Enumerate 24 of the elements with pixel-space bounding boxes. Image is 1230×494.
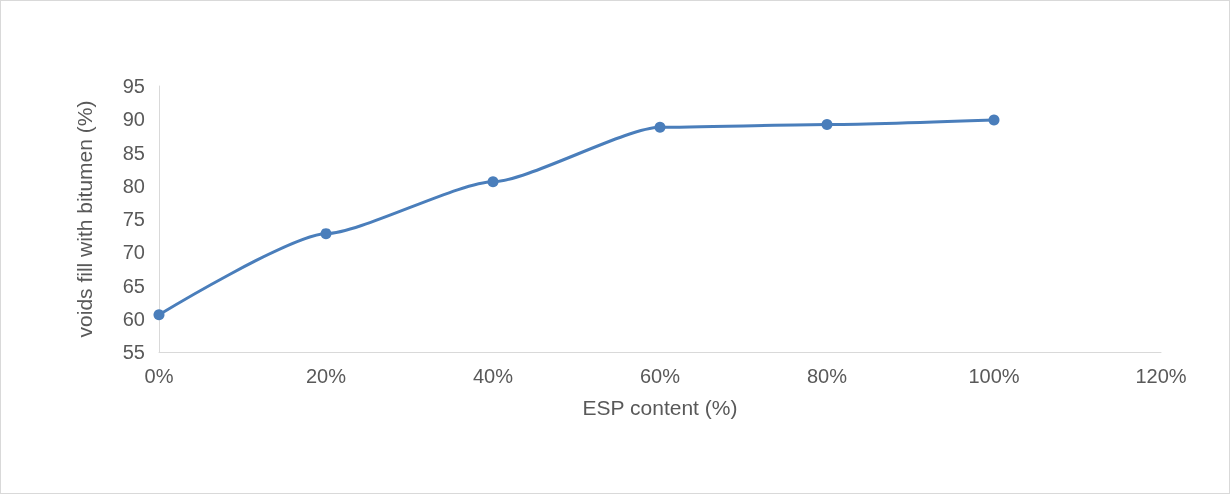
x-tick-label: 80% [806,365,848,387]
y-tick-label: 80 [122,174,145,197]
point [153,309,165,321]
x-tick-label: 40% [472,365,514,387]
y-tick-label: 95 [122,75,145,97]
y-tick-label: 60 [122,307,145,330]
y-tick-label: 70 [122,241,145,264]
point [320,228,332,240]
x-tick-label: 60% [639,365,681,387]
y-tick-label: 55 [122,341,145,363]
x-tick-label: 120% [1135,365,1187,387]
y-tick-label: 65 [122,274,145,297]
point [988,114,1000,126]
x-tick-label: 20% [305,365,347,387]
x-tick-label: 100% [968,365,1020,387]
y-tick-label: 85 [122,141,145,164]
y-tick-label: 90 [122,108,145,131]
x-axis-title: ESP content (%) [582,396,738,419]
y-axis-title: voids fill with bitumen (%) [73,100,96,338]
y-tick-label: 75 [122,208,145,230]
x-tick-label: 0% [144,365,174,387]
point [821,119,833,131]
point [654,121,666,133]
point [487,176,499,188]
